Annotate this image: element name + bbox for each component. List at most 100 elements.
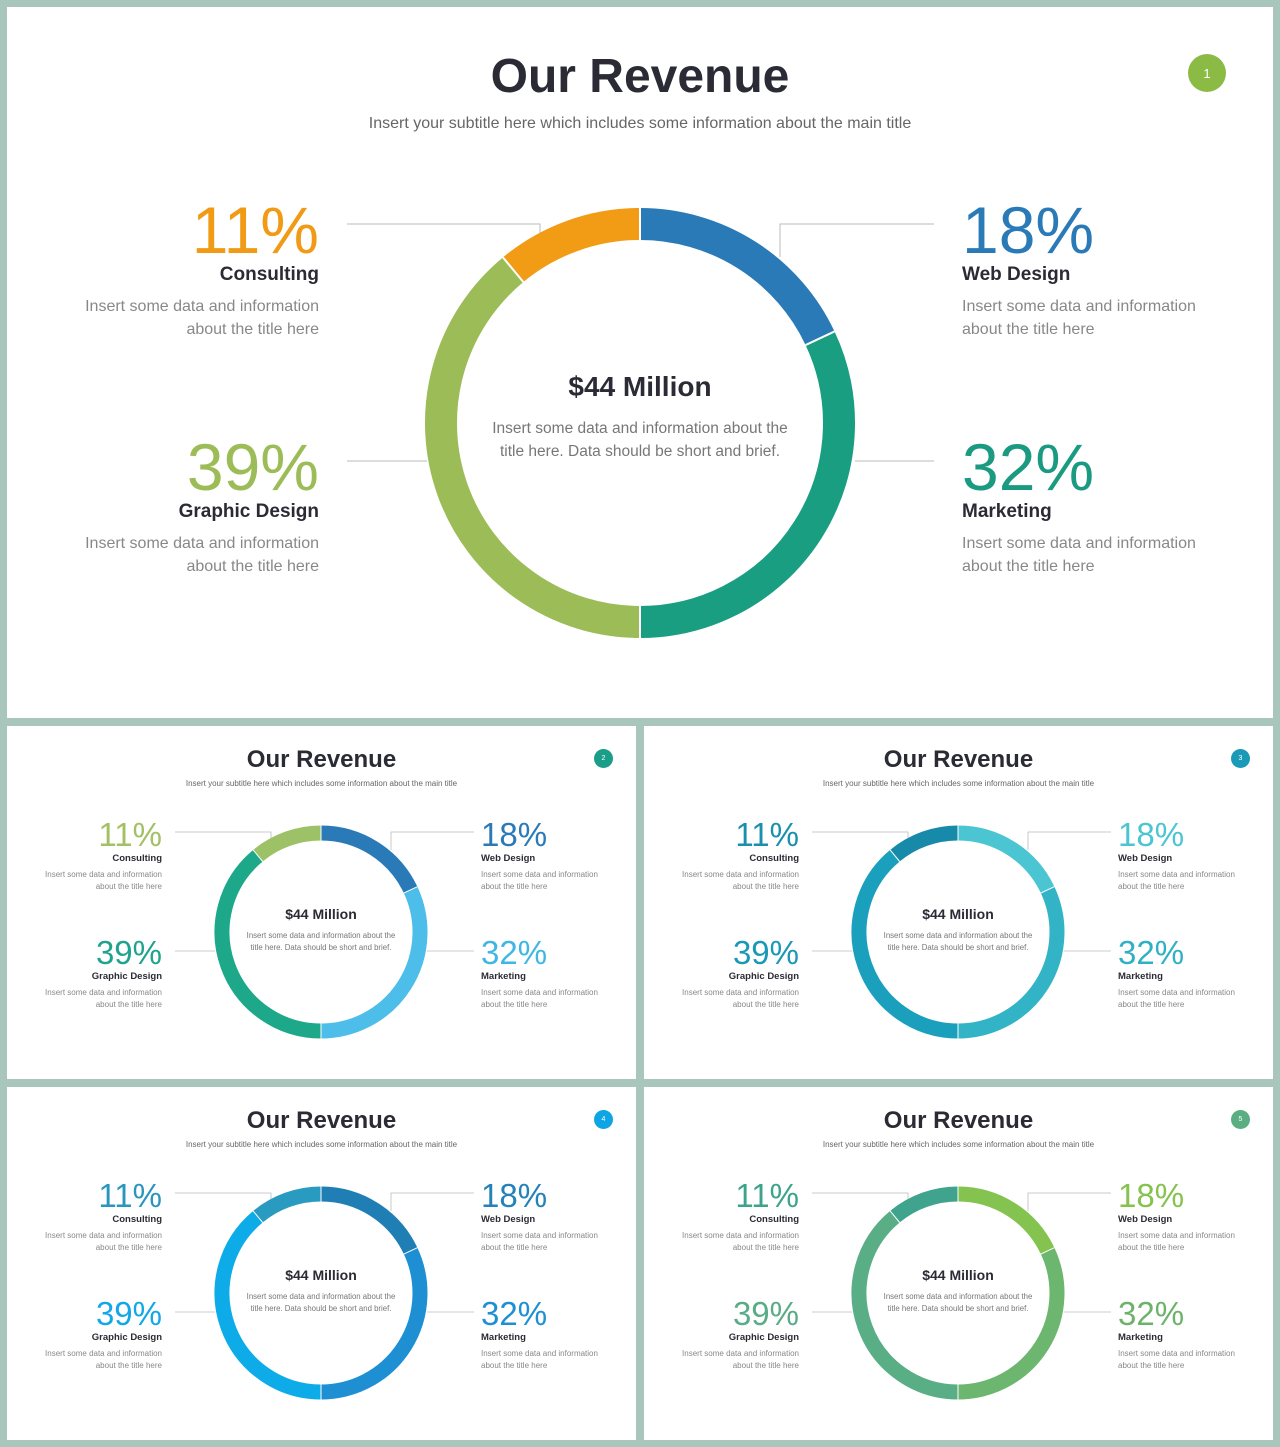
slide-title: Our Revenue [883, 1107, 1034, 1134]
slide-1[interactable]: Our Revenue Insert your subtitle here wh… [7, 7, 1273, 718]
desc-consulting: Insert some data and information about t… [45, 870, 162, 891]
donut-segment-consulting [502, 208, 641, 283]
donut-segment-consulting [890, 825, 959, 862]
donut-segment-web-design [957, 1186, 1055, 1255]
center-description: Insert some data and information about t… [883, 1292, 1033, 1313]
pct-consulting: 11% [98, 816, 162, 853]
donut-chart [214, 1186, 428, 1400]
donut-divider [502, 256, 525, 283]
label-consulting: Consulting [112, 853, 162, 864]
label-web-design: Web Design [481, 853, 536, 864]
donut-segment-graphic-design [425, 257, 641, 638]
center-total: $44 Million [285, 1267, 357, 1283]
desc-consulting: Insert some data and information about t… [682, 870, 799, 891]
center-total: $44 Million [922, 1267, 994, 1283]
label-marketing: Marketing [962, 501, 1052, 522]
pct-web-design: 18% [1118, 816, 1185, 853]
center-description: Insert some data and information about t… [246, 1292, 396, 1313]
center-description: Insert some data and information about t… [246, 931, 396, 952]
pct-consulting: 11% [98, 1177, 162, 1214]
desc-web-design: Insert some data and information about t… [481, 870, 598, 891]
slide-title: Our Revenue [246, 746, 397, 773]
slide-subtitle: Insert your subtitle here which includes… [185, 1140, 458, 1149]
donut-segment-graphic-design [214, 849, 322, 1039]
desc-consulting: Insert some data and information about t… [682, 1231, 799, 1252]
desc-marketing: Insert some data and information about t… [481, 1349, 598, 1370]
label-marketing: Marketing [481, 1332, 526, 1343]
donut-chart [425, 208, 855, 638]
pct-web-design: 18% [481, 1177, 548, 1214]
desc-web-design: Insert some data and information about t… [1118, 870, 1235, 891]
donut-segment-graphic-design [851, 849, 959, 1039]
slide-number-badge: 2 [594, 749, 613, 768]
pct-web-design: 18% [962, 193, 1095, 267]
desc-marketing: Insert some data and information about t… [1118, 1349, 1235, 1370]
desc-marketing: Insert some data and information about t… [962, 535, 1196, 575]
slide-subtitle: Insert your subtitle here which includes… [822, 779, 1095, 788]
label-web-design: Web Design [962, 264, 1071, 285]
pct-graphic-design: 39% [732, 934, 799, 971]
donut-segment-graphic-design [214, 1210, 322, 1400]
slide-number-badge: 1 [1188, 54, 1226, 92]
label-web-design: Web Design [1118, 853, 1173, 864]
center-description: Insert some data and information about t… [883, 931, 1033, 952]
donut-segment-web-design [320, 825, 418, 894]
desc-web-design: Insert some data and information about t… [1118, 1231, 1235, 1252]
pct-web-design: 18% [481, 816, 548, 853]
donut-divider [252, 849, 264, 862]
slide-title: Our Revenue [246, 1107, 397, 1134]
donut-segment-graphic-design [851, 1210, 959, 1400]
desc-graphic-design: Insert some data and information about t… [85, 535, 319, 575]
center-total: $44 Million [922, 906, 994, 922]
label-graphic-design: Graphic Design [91, 1332, 162, 1343]
label-web-design: Web Design [481, 1214, 536, 1225]
donut-segment-marketing [957, 886, 1065, 1039]
label-marketing: Marketing [481, 971, 526, 982]
donut-segment-web-design [957, 825, 1055, 894]
desc-consulting: Insert some data and information about t… [45, 1231, 162, 1252]
desc-marketing: Insert some data and information about t… [481, 988, 598, 1009]
donut-segment-web-design [320, 1186, 418, 1255]
label-consulting: Consulting [749, 853, 799, 864]
slide-subtitle: Insert your subtitle here which includes… [368, 115, 912, 132]
center-description: Insert some data and information about t… [492, 420, 788, 460]
donut-segment-consulting [253, 1186, 322, 1223]
donut-divider [805, 330, 835, 346]
pct-marketing: 32% [481, 1295, 548, 1332]
slide-5[interactable]: Our Revenue Insert your subtitle here wh… [644, 1087, 1273, 1440]
pct-marketing: 32% [481, 934, 548, 971]
desc-consulting: Insert some data and information about t… [85, 298, 319, 338]
pct-consulting: 11% [735, 816, 799, 853]
slide-title: Our Revenue [490, 50, 790, 103]
slide-4[interactable]: Our Revenue Insert your subtitle here wh… [7, 1087, 636, 1440]
label-graphic-design: Graphic Design [178, 501, 319, 522]
pct-graphic-design: 39% [186, 430, 319, 504]
donut-divider [403, 1247, 418, 1255]
pct-graphic-design: 39% [95, 934, 162, 971]
label-graphic-design: Graphic Design [91, 971, 162, 982]
desc-graphic-design: Insert some data and information about t… [45, 988, 162, 1009]
donut-chart [851, 1186, 1065, 1400]
label-graphic-design: Graphic Design [728, 971, 799, 982]
donut-divider [889, 1210, 901, 1223]
desc-graphic-design: Insert some data and information about t… [682, 1349, 799, 1370]
label-web-design: Web Design [1118, 1214, 1173, 1225]
pct-consulting: 11% [191, 193, 319, 267]
label-consulting: Consulting [749, 1214, 799, 1225]
slide-2[interactable]: Our Revenue Insert your subtitle here wh… [7, 726, 636, 1079]
pct-graphic-design: 39% [732, 1295, 799, 1332]
donut-chart [851, 825, 1065, 1039]
donut-divider [889, 849, 901, 862]
slide-3[interactable]: Our Revenue Insert your subtitle here wh… [644, 726, 1273, 1079]
pct-marketing: 32% [1118, 1295, 1185, 1332]
donut-divider [252, 1210, 264, 1223]
donut-divider [1040, 886, 1055, 894]
donut-segment-consulting [890, 1186, 959, 1223]
label-graphic-design: Graphic Design [728, 1332, 799, 1343]
donut-segment-consulting [253, 825, 322, 862]
donut-divider [403, 886, 418, 894]
pct-marketing: 32% [1118, 934, 1185, 971]
pct-web-design: 18% [1118, 1177, 1185, 1214]
slide-number-badge: 5 [1231, 1110, 1250, 1129]
pct-graphic-design: 39% [95, 1295, 162, 1332]
